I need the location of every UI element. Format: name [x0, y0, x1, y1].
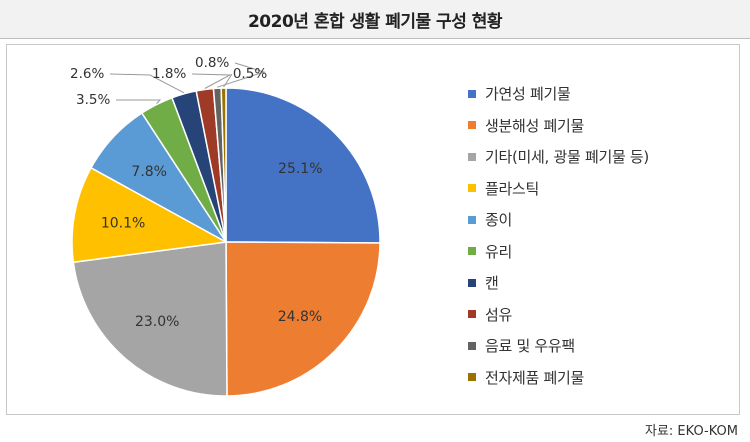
legend-swatch [468, 247, 476, 256]
pie-slice-4 [71, 166, 229, 264]
pie-slice-10 [220, 87, 227, 243]
slice-label-4: 10.1% [101, 216, 145, 232]
leader-line-10 [223, 73, 233, 88]
slice-label-2: 24.8% [278, 309, 322, 325]
legend-label: 가연성 폐기물 [485, 85, 571, 104]
legend-label: 캔 [485, 274, 499, 293]
legend-label: 플라스틱 [485, 179, 540, 198]
title-bar: 2020년 혼합 생활 폐기물 구성 현황 [0, 0, 750, 39]
slice-label-3: 23.0% [135, 314, 179, 330]
legend-label: 유리 [485, 242, 513, 261]
leader-line-7 [109, 73, 185, 94]
pie-slice-2 [225, 241, 381, 397]
legend-swatch [468, 310, 476, 319]
legend-item-5: 종이 [468, 204, 738, 236]
chart-title: 2020년 혼합 생활 폐기물 구성 현황 [247, 11, 503, 32]
legend-item-3: 기타(미세, 광물 폐기물 등) [468, 141, 738, 173]
legend-swatch [468, 184, 476, 193]
legend-item-10: 전자제품 폐기물 [468, 362, 738, 394]
pie-slice-1 [225, 87, 381, 244]
legend-swatch [468, 278, 476, 287]
legend-item-1: 가연성 폐기물 [468, 78, 738, 110]
legend-item-7: 캔 [468, 267, 738, 299]
legend-swatch [468, 121, 476, 130]
slice-label-10: 0.5% [233, 66, 267, 82]
legend-label: 생분해성 폐기물 [485, 116, 584, 135]
legend-label: 음료 및 우유팩 [485, 337, 575, 356]
legend-label: 종이 [485, 211, 513, 230]
leader-line-9 [217, 62, 266, 88]
legend-swatch [468, 373, 476, 382]
legend-label: 기타(미세, 광물 폐기물 등) [485, 148, 649, 167]
pie-slice-3 [72, 241, 228, 397]
legend-item-4: 플라스틱 [468, 173, 738, 205]
legend-swatch [468, 89, 476, 98]
leader-line-8 [191, 73, 232, 89]
slice-label-6: 3.5% [76, 92, 110, 108]
legend-swatch [468, 215, 476, 224]
legend-item-9: 음료 및 우유팩 [468, 330, 738, 362]
legend-item-8: 섬유 [468, 299, 738, 331]
legend-swatch [468, 152, 476, 161]
slice-label-8: 1.8% [152, 66, 186, 82]
slice-label-7: 2.6% [70, 66, 104, 82]
slice-label-1: 25.1% [278, 161, 322, 177]
legend-label: 섬유 [485, 305, 513, 324]
leader-line-6 [116, 99, 162, 104]
slice-label-5: 7.8% [131, 164, 167, 180]
chart-frame [6, 44, 740, 415]
legend-item-6: 유리 [468, 236, 738, 268]
legend-label: 전자제품 폐기물 [485, 368, 584, 387]
legend-swatch [468, 341, 476, 350]
source-note: 자료: EKO-KOM [644, 424, 738, 439]
slice-label-9: 0.8% [195, 55, 229, 71]
legend-item-2: 생분해성 폐기물 [468, 110, 738, 142]
